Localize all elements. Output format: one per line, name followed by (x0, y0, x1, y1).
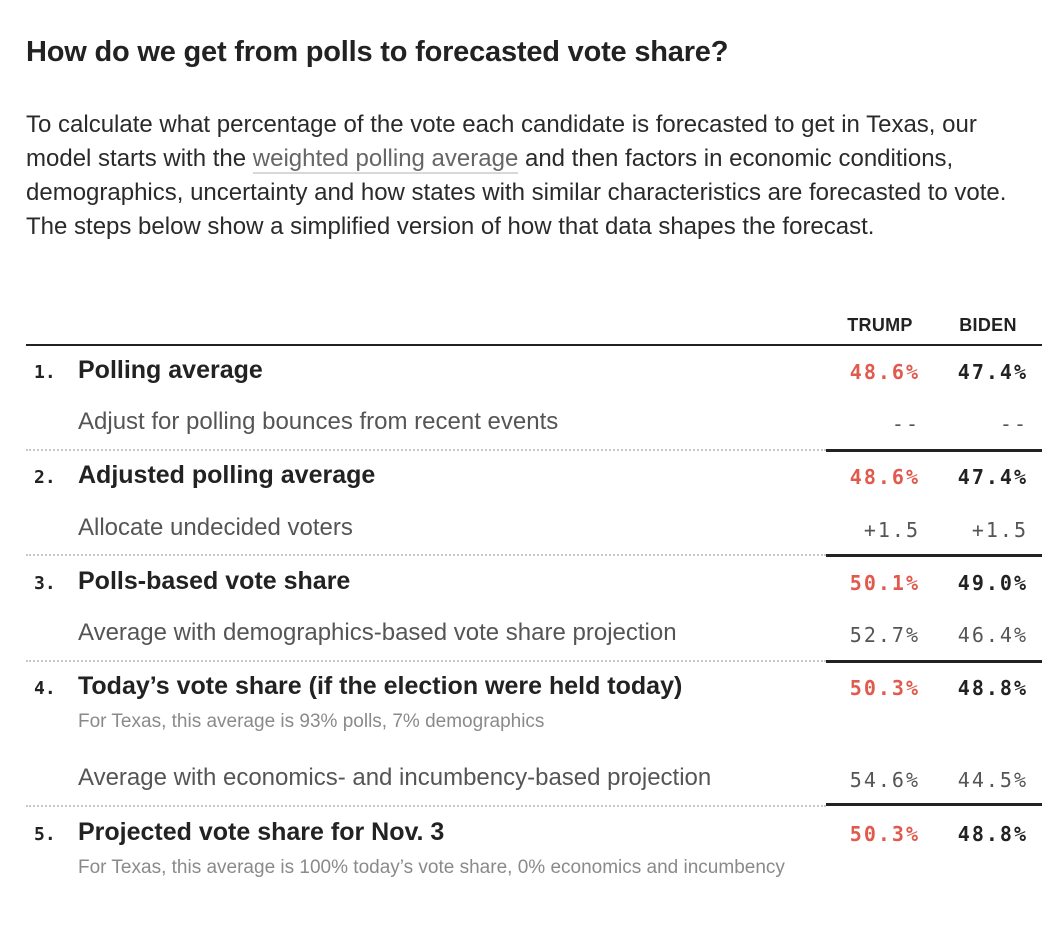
column-header-trump: TRUMP (847, 315, 913, 335)
biden-adjustment: 46.4% (957, 623, 1028, 647)
step-number: 4. (34, 678, 56, 699)
page-title: How do we get from polls to forecasted v… (26, 36, 729, 68)
trump-adjustment: 54.6% (849, 768, 920, 792)
trump-value: 50.1% (849, 571, 920, 595)
trump-adjustment: -- (891, 412, 920, 436)
biden-value: 47.4% (957, 465, 1028, 489)
divider (26, 805, 826, 807)
trump-adjustment: +1.5 (863, 518, 920, 542)
step-number: 2. (34, 467, 56, 488)
intro-text-after: and then factors in economic conditions,… (26, 145, 1007, 240)
step-label: Polling average (78, 356, 263, 384)
column-subtotal-rule (826, 449, 1042, 452)
column-subtotal-rule (826, 660, 1042, 663)
adjustment-label: Allocate undecided voters (78, 514, 353, 541)
biden-value: 48.8% (957, 822, 1028, 846)
trump-value: 48.6% (849, 465, 920, 489)
trump-adjustment: 52.7% (849, 623, 920, 647)
step-label: Today’s vote share (if the election were… (78, 672, 683, 700)
weighted-polling-average-link[interactable]: weighted polling average (252, 145, 519, 174)
adjustment-label: Average with economics- and incumbency-b… (78, 764, 712, 791)
step-number: 3. (34, 573, 56, 594)
column-header-biden: BIDEN (959, 315, 1017, 335)
adjustment-label: Average with demographics-based vote sha… (78, 619, 677, 646)
trump-value: 50.3% (849, 822, 920, 846)
column-subtotal-rule (826, 554, 1042, 557)
biden-adjustment: 44.5% (957, 768, 1028, 792)
column-subtotal-rule (826, 803, 1042, 806)
trump-value: 50.3% (849, 676, 920, 700)
biden-adjustment: -- (999, 412, 1028, 436)
biden-value: 49.0% (957, 571, 1028, 595)
biden-value: 48.8% (957, 676, 1028, 700)
divider (26, 554, 826, 556)
step-number: 5. (34, 824, 56, 845)
biden-adjustment: +1.5 (971, 518, 1028, 542)
table-top-rule (26, 344, 1042, 346)
step-number: 1. (34, 362, 56, 383)
divider (26, 660, 826, 662)
step-label: Projected vote share for Nov. 3 (78, 818, 445, 846)
step-note: For Texas, this average is 93% polls, 7%… (78, 711, 545, 732)
step-label: Adjusted polling average (78, 461, 376, 489)
intro-text-before: To calculate what percentage of the vote… (26, 111, 977, 172)
divider (26, 449, 826, 451)
step-note: For Texas, this average is 100% today’s … (78, 857, 785, 878)
biden-value: 47.4% (957, 360, 1028, 384)
step-label: Polls-based vote share (78, 567, 351, 595)
adjustment-label: Adjust for polling bounces from recent e… (78, 408, 559, 435)
intro-paragraph: To calculate what percentage of the vote… (26, 108, 1038, 244)
trump-value: 48.6% (849, 360, 920, 384)
